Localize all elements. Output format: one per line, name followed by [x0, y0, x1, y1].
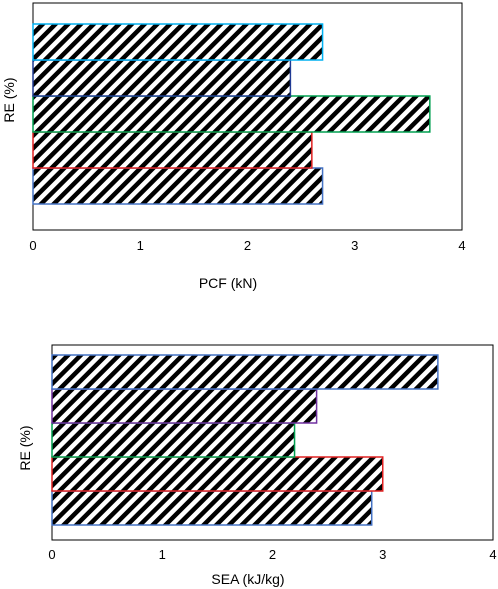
bars-pcf [32, 23, 431, 205]
bar-pcf-4 [32, 59, 292, 97]
chart-pcf: 0 1 2 3 4 PCF (kN) RE (%) [1, 2, 466, 291]
xtick-sea-3: 3 [379, 547, 386, 562]
y-axis-title-pcf: RE (%) [1, 77, 17, 122]
xtick-pcf-4: 4 [458, 238, 465, 253]
bars-sea [51, 354, 439, 526]
xtick-sea-0: 0 [48, 547, 55, 562]
xtick-sea-2: 2 [269, 547, 276, 562]
xtick-pcf-0: 0 [29, 238, 36, 253]
xtick-sea-4: 4 [489, 547, 496, 562]
xtick-pcf-2: 2 [244, 238, 251, 253]
y-axis-title-sea: RE (%) [17, 425, 33, 470]
bar-sea-1 [51, 490, 373, 526]
bar-sea-5 [51, 354, 439, 390]
bar-sea-3 [51, 422, 296, 458]
bar-pcf-5 [32, 23, 324, 61]
bar-sea-2 [51, 456, 384, 492]
x-axis-title-sea: SEA (kJ/kg) [211, 571, 284, 587]
bar-pcf-2 [32, 131, 313, 169]
bar-pcf-1 [32, 167, 324, 205]
xtick-pcf-3: 3 [351, 238, 358, 253]
xtick-sea-1: 1 [159, 547, 166, 562]
xticks-sea: 0 1 2 3 4 [48, 547, 496, 562]
chart-sea: 0 1 2 3 4 SEA (kJ/kg) RE (%) [17, 344, 497, 587]
xtick-pcf-1: 1 [137, 238, 144, 253]
xticks-pcf: 0 1 2 3 4 [29, 238, 465, 253]
bar-pcf-3 [32, 95, 431, 133]
x-axis-title-pcf: PCF (kN) [199, 275, 257, 291]
bar-sea-4 [51, 388, 318, 424]
